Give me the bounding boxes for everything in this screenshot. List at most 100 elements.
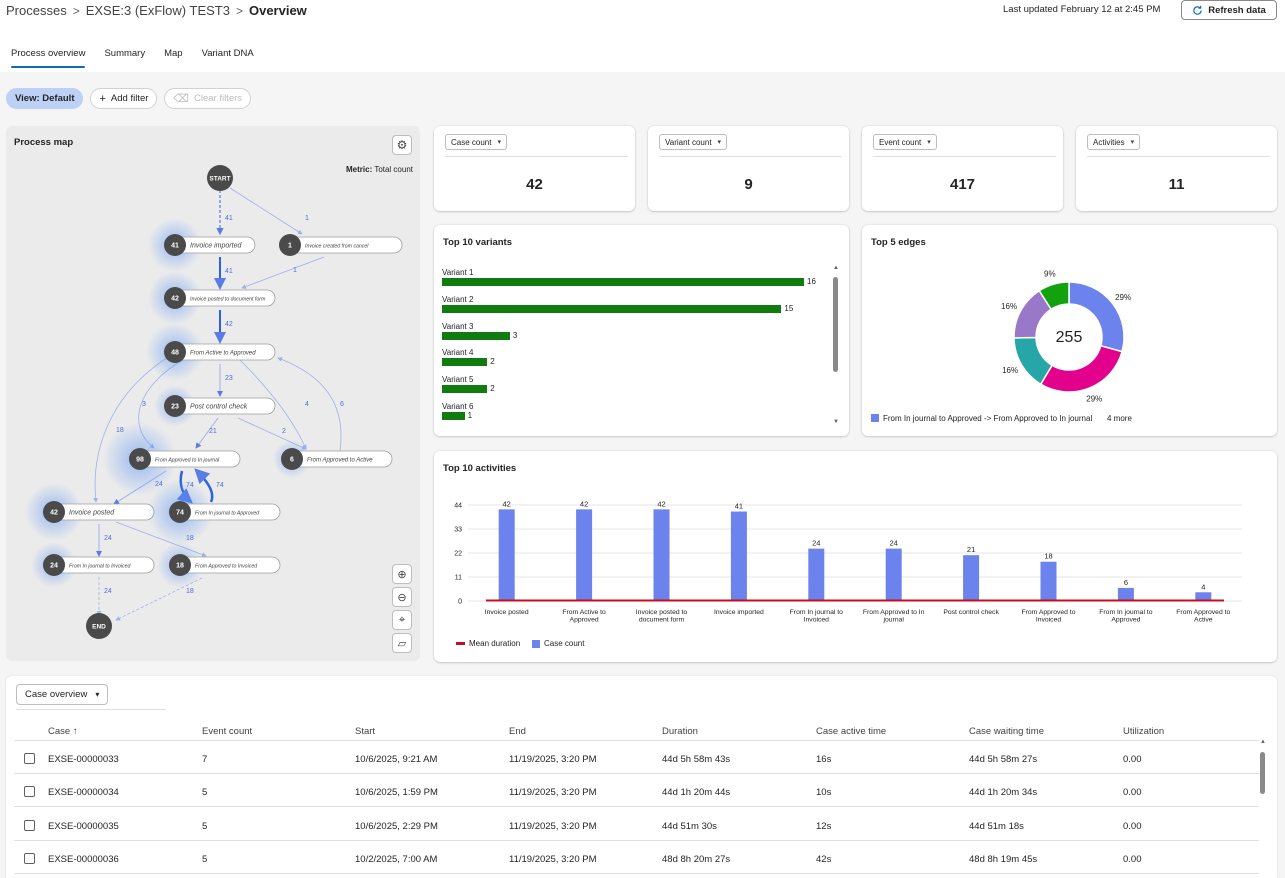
variant-label[interactable]: Variant 5: [442, 375, 474, 385]
breadcrumb-process[interactable]: EXSE:3 (ExFlow) TEST3: [85, 3, 230, 19]
variant-label[interactable]: Variant 4: [442, 348, 474, 358]
start-node[interactable]: [207, 165, 233, 191]
process-map-edge[interactable]: [229, 187, 303, 235]
activities-dropdown[interactable]: Activities ▾: [1087, 134, 1141, 150]
view-default-button[interactable]: View: Default: [6, 88, 84, 109]
process-map-edge[interactable]: [194, 468, 214, 503]
clear-filters-button[interactable]: ⌫ Clear filters: [164, 88, 252, 109]
column-header[interactable]: Start: [355, 726, 376, 737]
gear-icon[interactable]: ⚙: [392, 135, 412, 155]
bar-case-count[interactable]: [730, 511, 747, 601]
scroll-up-icon[interactable]: ▲: [1260, 739, 1266, 745]
table-scrollbar[interactable]: ▲: [1260, 739, 1266, 878]
bar-case-count[interactable]: [1117, 587, 1134, 601]
variant-label[interactable]: Variant 1: [442, 268, 474, 277]
variant-label[interactable]: Variant 3: [442, 321, 474, 331]
scroll-down-icon[interactable]: ▼: [833, 419, 839, 425]
variant-count-dropdown[interactable]: Variant count ▾: [659, 134, 728, 150]
bar-case-count[interactable]: [498, 509, 515, 601]
x-tick-label: Invoice posted: [485, 609, 529, 616]
column-header[interactable]: Utilization: [1123, 726, 1165, 737]
edges-legend-item[interactable]: From In journal to Approved -> From Appr…: [883, 414, 1093, 423]
legend-mean-duration[interactable]: Mean duration: [469, 639, 521, 648]
process-map-node[interactable]: 6 From Approved to Active: [273, 440, 393, 478]
fit-to-screen-icon[interactable]: ⌖: [392, 610, 412, 630]
variant-bar[interactable]: [442, 304, 782, 313]
breadcrumb-processes[interactable]: Processes: [6, 3, 67, 19]
bar-case-count[interactable]: [1195, 592, 1212, 601]
zoom-out-icon[interactable]: ⊖: [392, 587, 412, 607]
bar-case-count[interactable]: [653, 509, 670, 601]
table-scroll-thumb[interactable]: [1260, 752, 1265, 794]
edges-legend-more[interactable]: 4 more: [1107, 414, 1132, 423]
bar-case-count[interactable]: [885, 548, 902, 601]
variant-bar[interactable]: [442, 385, 488, 394]
column-header[interactable]: Event count: [202, 726, 253, 737]
tab-process-overview[interactable]: Process overview: [11, 44, 86, 68]
add-filter-button[interactable]: + Add filter: [90, 88, 158, 109]
process-map-graph[interactable]: 41141142233461821224747424182418 STARTEN…: [6, 126, 420, 661]
process-map-node[interactable]: 1 Invoice created from cancel: [279, 234, 403, 256]
process-map-edge[interactable]: [195, 417, 219, 449]
event-count-dropdown[interactable]: Event count ▾: [873, 134, 937, 150]
donut-slice[interactable]: [1038, 281, 1070, 311]
scroll-up-icon[interactable]: ▲: [833, 265, 839, 271]
legend-case-count[interactable]: Case count: [544, 639, 585, 648]
tab-map[interactable]: Map: [164, 48, 183, 59]
variants-scrollbar[interactable]: ▲ ▼: [833, 265, 839, 427]
variant-label[interactable]: Variant 6: [442, 402, 474, 411]
process-map-node[interactable]: 74 From In journal to Approved: [147, 479, 281, 545]
table-cell: 44d 5h 58m 27s: [969, 754, 1038, 765]
table-row[interactable]: EXSE-00000036 5 10/2/2025, 7:00 AM 11/19/20…: [14, 841, 1259, 875]
tab-summary[interactable]: Summary: [104, 48, 146, 59]
variants-scroll-thumb[interactable]: [833, 277, 838, 372]
variant-label[interactable]: Variant 2: [442, 294, 474, 304]
bar-case-count[interactable]: [576, 509, 593, 601]
edges-donut-chart[interactable]: 29% 29% 16% 16% 9% 255: [862, 255, 1277, 435]
row-checkbox[interactable]: [24, 786, 35, 798]
process-map-node[interactable]: 41 Invoice imported: [148, 218, 256, 272]
process-map-node[interactable]: 48 From Active to Approved: [146, 323, 276, 381]
table-row[interactable]: EXSE-00000034 5 10/6/2025, 1:59 PM 11/19/20…: [14, 774, 1259, 808]
case-count-dropdown[interactable]: Case count ▾: [445, 134, 507, 150]
process-map-node[interactable]: 18 From Approved to Invoiced: [157, 542, 281, 588]
variant-bar[interactable]: [442, 412, 465, 420]
column-header[interactable]: Case ↑: [48, 726, 78, 737]
bar-case-count[interactable]: [808, 548, 825, 601]
variant-bar[interactable]: [442, 331, 510, 340]
process-map-edge[interactable]: [241, 256, 325, 289]
bar-case-count[interactable]: [963, 555, 980, 601]
kpi-card-variant-count: Variant count ▾ 9: [648, 126, 849, 211]
column-header[interactable]: Duration: [662, 726, 698, 737]
variant-bar[interactable]: [442, 358, 488, 367]
case-overview-dropdown[interactable]: Case overview ▾: [16, 684, 109, 705]
row-checkbox[interactable]: [24, 753, 35, 764]
table-cell: 42s: [816, 854, 832, 866]
donut-slice[interactable]: [1039, 344, 1123, 393]
process-map-node[interactable]: 98 From Approved to In journal: [103, 422, 241, 496]
variant-bar[interactable]: [442, 278, 804, 286]
minimap-icon[interactable]: ▱: [392, 633, 412, 653]
row-checkbox[interactable]: [24, 819, 35, 831]
tab-variant-dna[interactable]: Variant DNA: [201, 48, 254, 59]
column-header[interactable]: End: [509, 726, 526, 737]
activities-bar-chart[interactable]: 0 11 22 33 44 42 Invoice posted 42 From Active …: [434, 451, 1277, 662]
column-header[interactable]: Case waiting time: [969, 726, 1044, 737]
table-cell: EXSE-00000033: [48, 754, 119, 765]
zoom-in-icon[interactable]: ⊕: [392, 564, 412, 584]
bar-case-count[interactable]: [1040, 561, 1057, 601]
node-count-badge: [164, 234, 186, 256]
column-header[interactable]: Case active time: [816, 726, 887, 737]
table-row[interactable]: EXSE-00000033 7 10/6/2025, 9:21 AM 11/19/20…: [14, 741, 1259, 774]
refresh-data-button[interactable]: Refresh data: [1181, 0, 1277, 20]
process-map-node[interactable]: 42 Invoice posted to document form: [148, 271, 276, 325]
process-map-node[interactable]: 23 Post control check: [154, 385, 276, 427]
end-node[interactable]: [86, 613, 112, 639]
process-map-edge[interactable]: [277, 357, 342, 452]
add-filter-label: Add filter: [110, 93, 149, 104]
process-map-edge[interactable]: [239, 359, 307, 450]
row-checkbox[interactable]: [24, 853, 35, 865]
table-row[interactable]: EXSE-00000035 5 10/6/2025, 2:29 PM 11/19/20…: [14, 808, 1259, 841]
process-map-node[interactable]: 24 From In journal to Invoiced: [31, 542, 155, 588]
process-map-edge[interactable]: [93, 355, 171, 503]
